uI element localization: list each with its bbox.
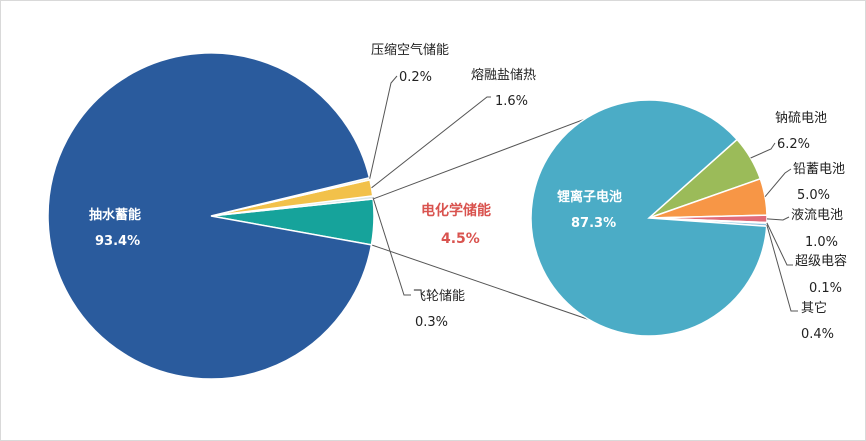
- value-lead-acid: 5.0%: [797, 188, 830, 203]
- leader-lead-acid: [764, 168, 792, 198]
- leader-other: [766, 224, 798, 312]
- label-lead-acid: 铅蓄电池: [793, 162, 845, 177]
- leader-flow: [766, 216, 790, 221]
- label-supercap: 超级电容: [795, 253, 847, 269]
- label-li-ion: 锂离子电池: [557, 189, 622, 205]
- value-other: 0.4%: [801, 327, 834, 342]
- leader-flywheel: [372, 197, 411, 296]
- connector-line-bottom: [371, 244, 594, 322]
- label-other: 其它: [801, 300, 827, 316]
- value-supercap: 0.1%: [809, 281, 842, 296]
- value-flywheel: 0.3%: [415, 315, 448, 330]
- label-molten-salt: 熔融盐储热: [471, 68, 536, 83]
- leader-compressed-air: [369, 75, 398, 179]
- slice-pumped-hydro: [47, 52, 373, 380]
- label-flow: 液流电池: [791, 208, 843, 223]
- label-flywheel: 飞轮储能: [413, 289, 465, 304]
- value-compressed-air: 0.2%: [399, 70, 432, 85]
- label-nas: 钠硫电池: [775, 111, 827, 126]
- leader-molten-salt: [371, 96, 491, 189]
- label-compressed-air: 压缩空气储能: [371, 42, 449, 58]
- leader-nas: [750, 142, 776, 159]
- value-pumped-hydro: 93.4%: [95, 234, 140, 249]
- value-electrochemical: 4.5%: [441, 231, 480, 247]
- label-pumped-hydro: 抽水蓄能: [89, 207, 141, 223]
- value-molten-salt: 1.6%: [495, 94, 528, 109]
- value-nas: 6.2%: [777, 137, 810, 152]
- connector-line-top: [372, 112, 602, 200]
- slice-li-ion: [530, 99, 768, 337]
- leader-supercap: [766, 222, 793, 266]
- value-flow: 1.0%: [805, 235, 838, 250]
- label-electrochemical: 电化学储能: [421, 202, 491, 219]
- value-li-ion: 87.3%: [571, 216, 616, 231]
